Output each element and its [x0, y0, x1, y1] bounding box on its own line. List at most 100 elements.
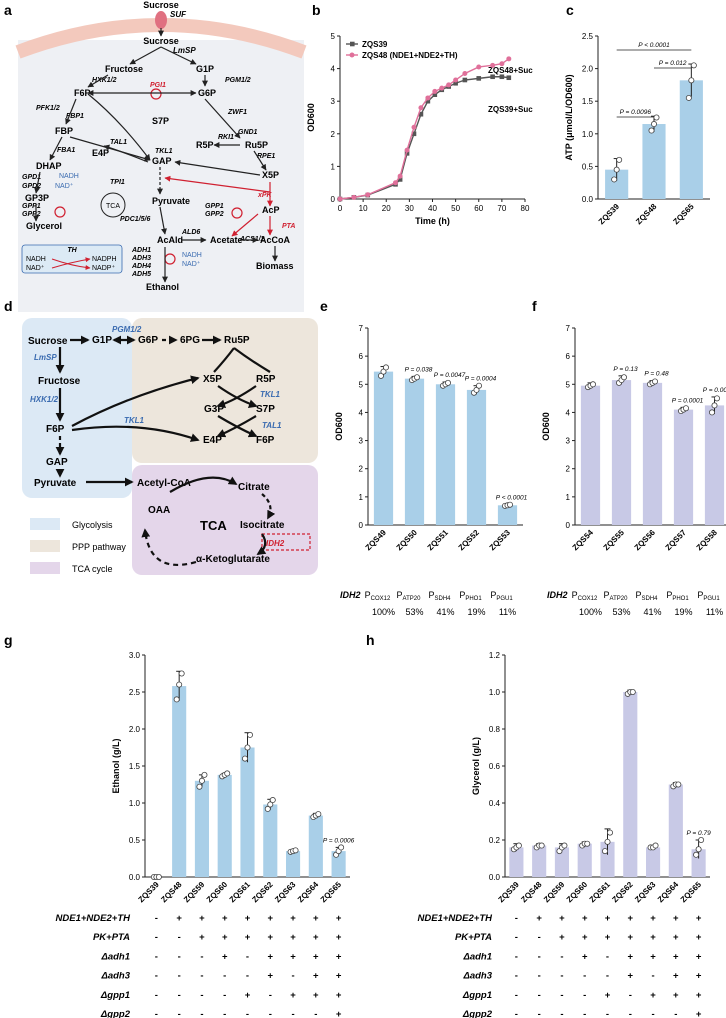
enzyme-tkl: TKL1 — [155, 148, 173, 155]
category-label: ZQS61 — [228, 880, 253, 905]
bar — [263, 804, 278, 877]
category-label: ZQS49 — [364, 528, 389, 553]
genotype-cell: + — [336, 932, 342, 943]
data-point — [155, 874, 162, 881]
metabolite-ru5p: Ru5P — [245, 140, 268, 150]
cofactor-nad: NAD⁺ — [55, 182, 74, 190]
y-tick-label: 7 — [566, 324, 571, 333]
enzyme-pgi: PGI1 — [150, 82, 166, 89]
bar — [435, 384, 456, 525]
enzyme-tal: TAL1 — [110, 139, 127, 146]
enzyme-rki: RKI1 — [218, 134, 234, 141]
annotation-zqs39-suc: ZQS39+Suc — [488, 105, 533, 114]
d-g1p: G1P — [92, 335, 112, 346]
enzyme-adh3: ADH3 — [131, 255, 151, 262]
data-point — [196, 783, 203, 790]
enzyme-gpp1: GPP1 — [22, 203, 41, 210]
data-point — [688, 77, 695, 84]
genotype-row-label: PK+PTA — [455, 932, 492, 943]
genotype-cell: - — [178, 971, 181, 982]
promoter-strength: 53% — [612, 607, 630, 617]
data-point — [490, 62, 496, 68]
data-point — [244, 744, 251, 751]
y-tick-label: 1.0 — [129, 799, 141, 808]
d-s7p: S7P — [256, 404, 275, 415]
enzyme-adh5: ADH5 — [131, 271, 151, 278]
chart-e: 0 1 2 3 4 5 6 7 OD600 ZQS49 ZQS50 P = 0.038 ZQS51 P =… — [334, 324, 528, 617]
legend-tca: TCA cycle — [72, 564, 113, 574]
data-point — [613, 166, 620, 173]
y-tick-label: 1 — [566, 493, 571, 502]
enzyme-pgm: PGM1/2 — [225, 77, 251, 84]
category-label: ZQS56 — [633, 528, 658, 553]
d-tca: TCA — [200, 518, 227, 533]
category-label: ZQS51 — [426, 528, 451, 553]
data-point — [444, 379, 451, 386]
knockout-icon — [231, 207, 243, 219]
category-label: ZQS52 — [457, 528, 482, 553]
genotype-cell: - — [291, 971, 294, 982]
enzyme-pdc: PDC1/5/6 — [120, 216, 150, 223]
tca-region — [132, 465, 318, 575]
genotype-cell: - — [155, 951, 158, 962]
promoter-label: PCOX12 — [572, 590, 598, 602]
x-tick-label: 20 — [382, 204, 391, 213]
data-point — [453, 80, 458, 86]
metabolite-accoa: AcCoA — [260, 235, 291, 245]
y-tick-label: 2 — [566, 465, 571, 474]
promoter-label: PPGU1 — [490, 590, 513, 602]
data-point — [264, 805, 271, 812]
cofactor-nad-2: NAD⁺ — [182, 260, 201, 268]
idh2-row-label: IDH2 — [547, 590, 568, 600]
promoter-label: PATP20 — [397, 590, 422, 602]
y-tick-label: 4 — [566, 408, 571, 417]
legend-glycolysis: Glycolysis — [72, 520, 113, 530]
y-tick-label: 0.0 — [129, 873, 141, 882]
enzyme-adh4: ADH4 — [131, 263, 151, 270]
y-tick-label: 5 — [566, 380, 571, 389]
genotype-cell: - — [515, 990, 518, 1001]
category-label: ZQS54 — [571, 528, 596, 553]
genotype-row-label: Δadh1 — [462, 951, 492, 962]
genotype-cell: + — [696, 913, 702, 924]
category-label: ZQS63 — [273, 880, 298, 905]
d-citrate: Citrate — [238, 482, 270, 493]
data-point — [652, 842, 659, 849]
th-arrow — [51, 258, 91, 270]
y-tick-label: 4 — [359, 408, 364, 417]
d-isocitrate: Isocitrate — [240, 520, 285, 531]
panel-a-label: a — [4, 2, 12, 18]
data-point — [425, 98, 431, 104]
data-point — [411, 124, 417, 130]
significance-bracket-label: P < 0.0001 — [638, 42, 670, 49]
significance-bracket-label: P = 0.0096 — [620, 109, 652, 116]
data-point — [690, 62, 697, 69]
bar — [642, 382, 663, 525]
data-point — [382, 364, 389, 371]
genotype-cell: + — [336, 913, 342, 924]
data-point — [714, 395, 721, 402]
genotype-cell: + — [267, 932, 273, 943]
genotype-cell: - — [651, 1009, 654, 1018]
bar — [580, 385, 601, 525]
genotype-cell: + — [650, 951, 656, 962]
y-tick-label: 0.6 — [489, 762, 501, 771]
bar — [605, 169, 629, 199]
genotype-row-label: Δgpp1 — [462, 990, 492, 1001]
bar — [532, 845, 547, 877]
enzyme-fba: FBA1 — [57, 147, 75, 154]
data-point — [538, 842, 545, 849]
d-e4p: E4P — [203, 435, 222, 446]
metabolite-f6p: F6P — [74, 88, 91, 98]
genotype-cell: - — [223, 1009, 226, 1018]
data-point — [432, 88, 438, 94]
engineered-arrows — [164, 175, 273, 237]
genotype-cell: - — [223, 971, 226, 982]
d-enzyme-tal1: TAL1 — [262, 421, 282, 430]
genotype-cell: + — [336, 951, 342, 962]
cofactor-nadh-2: NADH — [182, 252, 202, 259]
category-label: ZQS39 — [597, 202, 622, 227]
y-tick-label: 3.0 — [129, 651, 141, 660]
data-point — [506, 56, 512, 62]
data-point — [201, 771, 208, 778]
